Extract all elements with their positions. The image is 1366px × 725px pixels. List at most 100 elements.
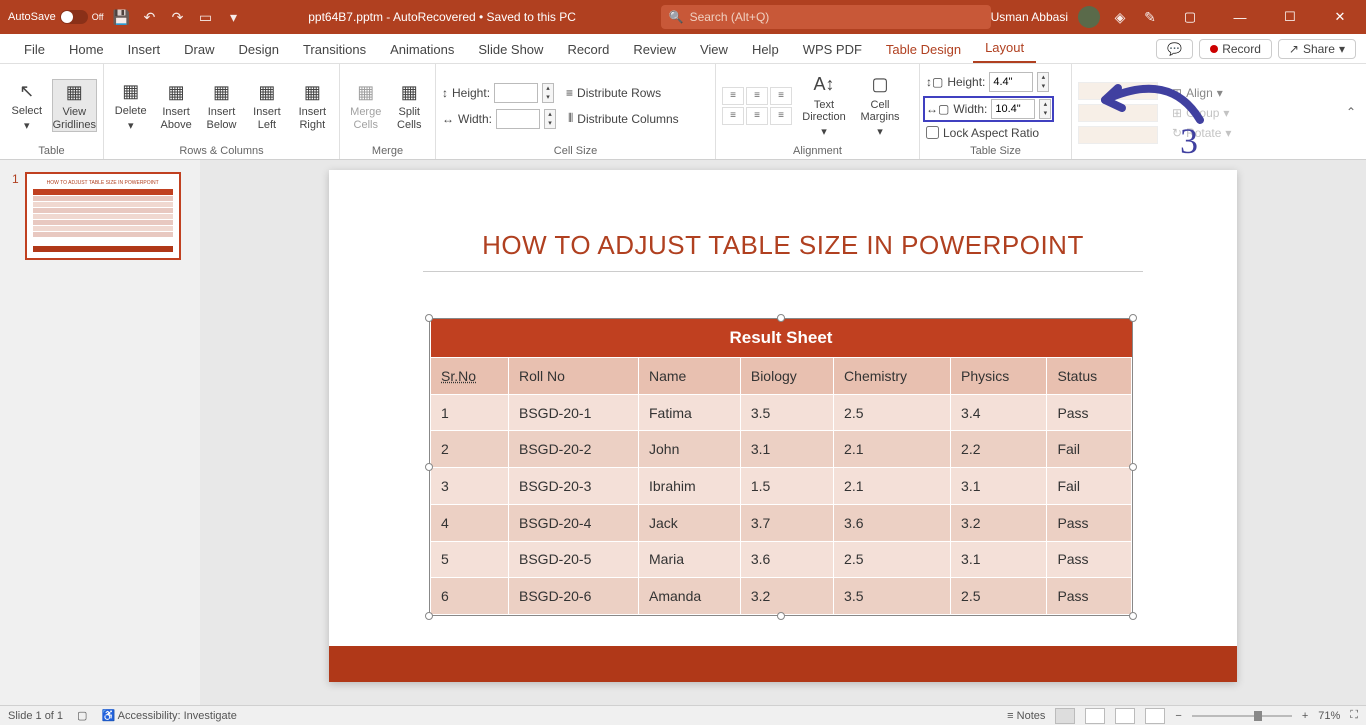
resize-handle-tr[interactable] bbox=[1129, 314, 1137, 322]
text-direction-button[interactable]: A↕Text Direction▾ bbox=[800, 73, 848, 137]
table-height-spinner[interactable]: ▴▾ bbox=[1037, 72, 1049, 92]
align-ml-button[interactable]: ≡ bbox=[722, 107, 744, 125]
align-tr-button[interactable]: ≡ bbox=[770, 87, 792, 105]
table-cell[interactable]: 3.5 bbox=[834, 578, 951, 615]
ribbon-mode-icon[interactable]: ▢ bbox=[1170, 0, 1210, 34]
table-cell[interactable]: 5 bbox=[431, 541, 509, 578]
table-cell[interactable]: Maria bbox=[639, 541, 741, 578]
collapse-ribbon-button[interactable]: ⌃ bbox=[1336, 105, 1366, 119]
record-button[interactable]: Record bbox=[1199, 39, 1272, 59]
cell-height-spinner[interactable]: ▴▾ bbox=[542, 83, 554, 103]
table-cell[interactable]: 2 bbox=[431, 431, 509, 468]
lock-aspect-input[interactable] bbox=[926, 126, 939, 139]
align-button[interactable]: ⊞Align▾ bbox=[1172, 86, 1231, 100]
table-cell[interactable]: 2.5 bbox=[834, 541, 951, 578]
zoom-slider[interactable] bbox=[1192, 715, 1292, 717]
insert-above-button[interactable]: ▦Insert Above bbox=[155, 80, 196, 130]
table-cell[interactable]: 3.5 bbox=[740, 394, 833, 431]
resize-handle-ml[interactable] bbox=[425, 463, 433, 471]
tab-view[interactable]: View bbox=[688, 36, 740, 63]
qat-more-icon[interactable]: ▾ bbox=[224, 7, 244, 27]
tab-tabledesign[interactable]: Table Design bbox=[874, 36, 973, 63]
undo-icon[interactable]: ↶ bbox=[140, 7, 160, 27]
tab-draw[interactable]: Draw bbox=[172, 36, 226, 63]
table-cell[interactable]: 6 bbox=[431, 578, 509, 615]
resize-handle-bm[interactable] bbox=[777, 612, 785, 620]
cell-width-input[interactable] bbox=[496, 109, 540, 129]
tab-layout[interactable]: Layout bbox=[973, 34, 1036, 63]
table-cell[interactable]: Fail bbox=[1047, 468, 1132, 505]
zoom-out-button[interactable]: − bbox=[1175, 710, 1181, 722]
distribute-cols-button[interactable]: ⦀Distribute Columns bbox=[568, 111, 679, 126]
table-cell[interactable]: 2.1 bbox=[834, 431, 951, 468]
table-cell[interactable]: BSGD-20-5 bbox=[509, 541, 639, 578]
table-cell[interactable]: 2.2 bbox=[951, 431, 1047, 468]
language-icon[interactable]: ▢ bbox=[77, 709, 87, 722]
table-cell[interactable]: Amanda bbox=[639, 578, 741, 615]
insert-right-button[interactable]: ▦Insert Right bbox=[292, 80, 333, 130]
table-cell[interactable]: Jack bbox=[639, 504, 741, 541]
normal-view-button[interactable] bbox=[1055, 708, 1075, 724]
cell-width-spinner[interactable]: ▴▾ bbox=[544, 109, 556, 129]
slide-thumbnail-1[interactable]: HOW TO ADJUST TABLE SIZE IN POWERPOINT bbox=[25, 172, 181, 260]
redo-icon[interactable]: ↷ bbox=[168, 7, 188, 27]
tab-transitions[interactable]: Transitions bbox=[291, 36, 378, 63]
align-mr-button[interactable]: ≡ bbox=[770, 107, 792, 125]
table-cell[interactable]: 3.2 bbox=[951, 504, 1047, 541]
cell-height-input[interactable] bbox=[494, 83, 538, 103]
resize-handle-tl[interactable] bbox=[425, 314, 433, 322]
tab-review[interactable]: Review bbox=[621, 36, 688, 63]
table-cell[interactable]: 3.6 bbox=[834, 504, 951, 541]
avatar[interactable] bbox=[1078, 6, 1100, 28]
table-cell[interactable]: 1 bbox=[431, 394, 509, 431]
tab-design[interactable]: Design bbox=[227, 36, 291, 63]
table-cell[interactable]: Pass bbox=[1047, 541, 1132, 578]
table-cell[interactable]: Pass bbox=[1047, 394, 1132, 431]
tab-insert[interactable]: Insert bbox=[116, 36, 173, 63]
close-button[interactable]: ✕ bbox=[1320, 0, 1360, 34]
present-icon[interactable]: ▭ bbox=[196, 7, 216, 27]
slide-canvas[interactable]: HOW TO ADJUST TABLE SIZE IN POWERPOINT R… bbox=[200, 160, 1366, 705]
table-cell[interactable]: 1.5 bbox=[740, 468, 833, 505]
save-icon[interactable]: 💾 bbox=[112, 7, 132, 27]
zoom-in-button[interactable]: + bbox=[1302, 710, 1308, 722]
align-mc-button[interactable]: ≡ bbox=[746, 107, 768, 125]
select-button[interactable]: ↖Select▾ bbox=[6, 79, 48, 131]
split-cells-button[interactable]: ▦Split Cells bbox=[390, 80, 430, 130]
table-cell[interactable]: 3.2 bbox=[740, 578, 833, 615]
delete-button[interactable]: ▦Delete▾ bbox=[110, 79, 151, 131]
table-cell[interactable]: BSGD-20-2 bbox=[509, 431, 639, 468]
table-cell[interactable]: Fail bbox=[1047, 431, 1132, 468]
table-cell[interactable]: BSGD-20-3 bbox=[509, 468, 639, 505]
resize-handle-mr[interactable] bbox=[1129, 463, 1137, 471]
table-cell[interactable]: Ibrahim bbox=[639, 468, 741, 505]
wand-icon[interactable]: ✎ bbox=[1140, 7, 1160, 27]
table-cell[interactable]: 3.7 bbox=[740, 504, 833, 541]
table-cell[interactable]: John bbox=[639, 431, 741, 468]
table-cell[interactable]: 2.1 bbox=[834, 468, 951, 505]
reading-view-button[interactable] bbox=[1115, 708, 1135, 724]
sorter-view-button[interactable] bbox=[1085, 708, 1105, 724]
tab-slideshow[interactable]: Slide Show bbox=[466, 36, 555, 63]
table-cell[interactable]: 4 bbox=[431, 504, 509, 541]
fit-to-window-button[interactable]: ⛶ bbox=[1350, 709, 1358, 722]
tab-file[interactable]: File bbox=[12, 36, 57, 63]
table-cell[interactable]: 3.1 bbox=[740, 431, 833, 468]
share-button[interactable]: ↗Share▾ bbox=[1278, 39, 1356, 59]
table-width-spinner[interactable]: ▴▾ bbox=[1039, 99, 1051, 119]
zoom-level[interactable]: 71% bbox=[1318, 710, 1340, 722]
autosave-toggle[interactable]: AutoSave Off bbox=[8, 10, 104, 24]
table-cell[interactable]: 3.1 bbox=[951, 468, 1047, 505]
table-height-input[interactable] bbox=[989, 72, 1033, 92]
diamond-icon[interactable]: ◈ bbox=[1110, 7, 1130, 27]
notes-button[interactable]: ≡ Notes bbox=[1007, 710, 1045, 722]
table-cell[interactable]: Fatima bbox=[639, 394, 741, 431]
table-width-input[interactable] bbox=[991, 99, 1035, 119]
table-cell[interactable]: 2.5 bbox=[951, 578, 1047, 615]
cell-margins-button[interactable]: ▢Cell Margins▾ bbox=[856, 73, 904, 137]
table-cell[interactable]: BSGD-20-6 bbox=[509, 578, 639, 615]
zoom-thumb[interactable] bbox=[1254, 711, 1262, 721]
maximize-button[interactable]: ☐ bbox=[1270, 0, 1310, 34]
insert-below-button[interactable]: ▦Insert Below bbox=[201, 80, 242, 130]
align-tc-button[interactable]: ≡ bbox=[746, 87, 768, 105]
